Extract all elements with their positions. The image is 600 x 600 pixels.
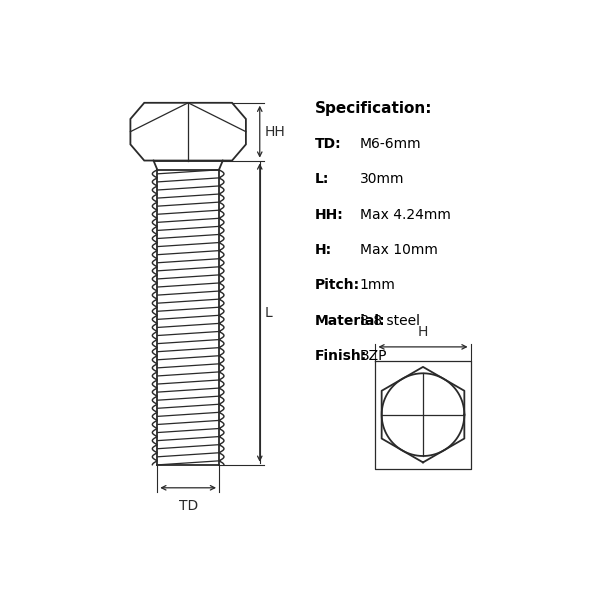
- Text: M6-6mm: M6-6mm: [360, 137, 421, 151]
- Text: Pitch:: Pitch:: [315, 278, 361, 292]
- Text: BZP: BZP: [360, 349, 388, 363]
- Text: HH:: HH:: [315, 208, 344, 221]
- Text: 1mm: 1mm: [360, 278, 396, 292]
- Text: 8.8 steel: 8.8 steel: [360, 314, 420, 328]
- Text: Material:: Material:: [315, 314, 386, 328]
- Text: Finish:: Finish:: [315, 349, 367, 363]
- Text: TD:: TD:: [315, 137, 342, 151]
- Text: H: H: [418, 325, 428, 339]
- Text: 30mm: 30mm: [360, 172, 404, 186]
- Text: L: L: [265, 305, 272, 320]
- Text: TD: TD: [179, 499, 198, 512]
- Text: L:: L:: [315, 172, 329, 186]
- Text: Specification:: Specification:: [315, 101, 433, 116]
- Text: Max 4.24mm: Max 4.24mm: [360, 208, 451, 221]
- Text: Max 10mm: Max 10mm: [360, 243, 438, 257]
- Text: HH: HH: [265, 125, 285, 139]
- Text: H:: H:: [315, 243, 332, 257]
